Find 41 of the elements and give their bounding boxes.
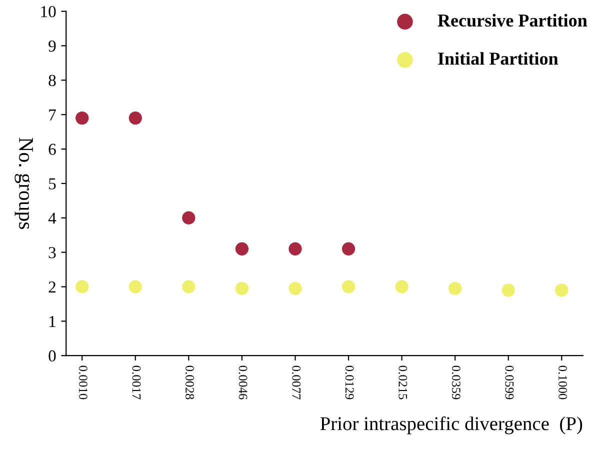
x-tick-label: 0.0010 <box>78 366 88 400</box>
point <box>448 282 462 296</box>
point <box>288 282 302 296</box>
point <box>182 211 196 224</box>
x-tick-label: 0.0359 <box>452 366 460 400</box>
x-tick-label: 0.1000 <box>558 366 567 400</box>
point <box>235 282 249 296</box>
x-tick-label: 0.0077 <box>292 366 301 400</box>
point <box>395 280 408 294</box>
y-tick-label: 6 <box>48 144 56 155</box>
point <box>235 242 249 256</box>
y-tick-label: 3 <box>48 247 56 258</box>
y-axis-title: No. groups <box>14 138 33 230</box>
y-tick-label: 8 <box>48 74 56 86</box>
point <box>502 284 515 297</box>
x-tick-label: 0.0215 <box>398 366 408 400</box>
x-axis-title: Prior intraspecific divergence (P) <box>320 416 582 434</box>
point <box>342 242 356 256</box>
y-tick-label: 9 <box>48 40 56 52</box>
y-tick-label: 4 <box>48 212 56 224</box>
y-tick-label: 5 <box>49 178 56 190</box>
x-tick-label: 0.0129 <box>345 366 354 400</box>
legend-label: Recursive Partition <box>438 14 588 27</box>
point <box>76 111 89 125</box>
y-tick-label: 2 <box>48 281 56 293</box>
y-tick-label: 0 <box>48 350 56 362</box>
point <box>342 280 356 294</box>
x-tick-label: 0.0599 <box>505 366 514 400</box>
y-tick-label: 7 <box>49 109 56 120</box>
point <box>128 280 142 294</box>
point <box>128 111 142 125</box>
x-tick-label: 0.0028 <box>185 366 194 400</box>
point <box>182 280 196 294</box>
x-tick-label: 0.0017 <box>132 366 141 400</box>
point <box>555 284 568 297</box>
x-tick-label: 0.0046 <box>238 366 248 400</box>
y-tick-label: 1 <box>50 316 56 327</box>
point <box>288 242 302 256</box>
legend-label: Initial Partition <box>438 52 558 65</box>
y-tick-label: 10 <box>41 6 56 18</box>
point <box>76 280 89 294</box>
